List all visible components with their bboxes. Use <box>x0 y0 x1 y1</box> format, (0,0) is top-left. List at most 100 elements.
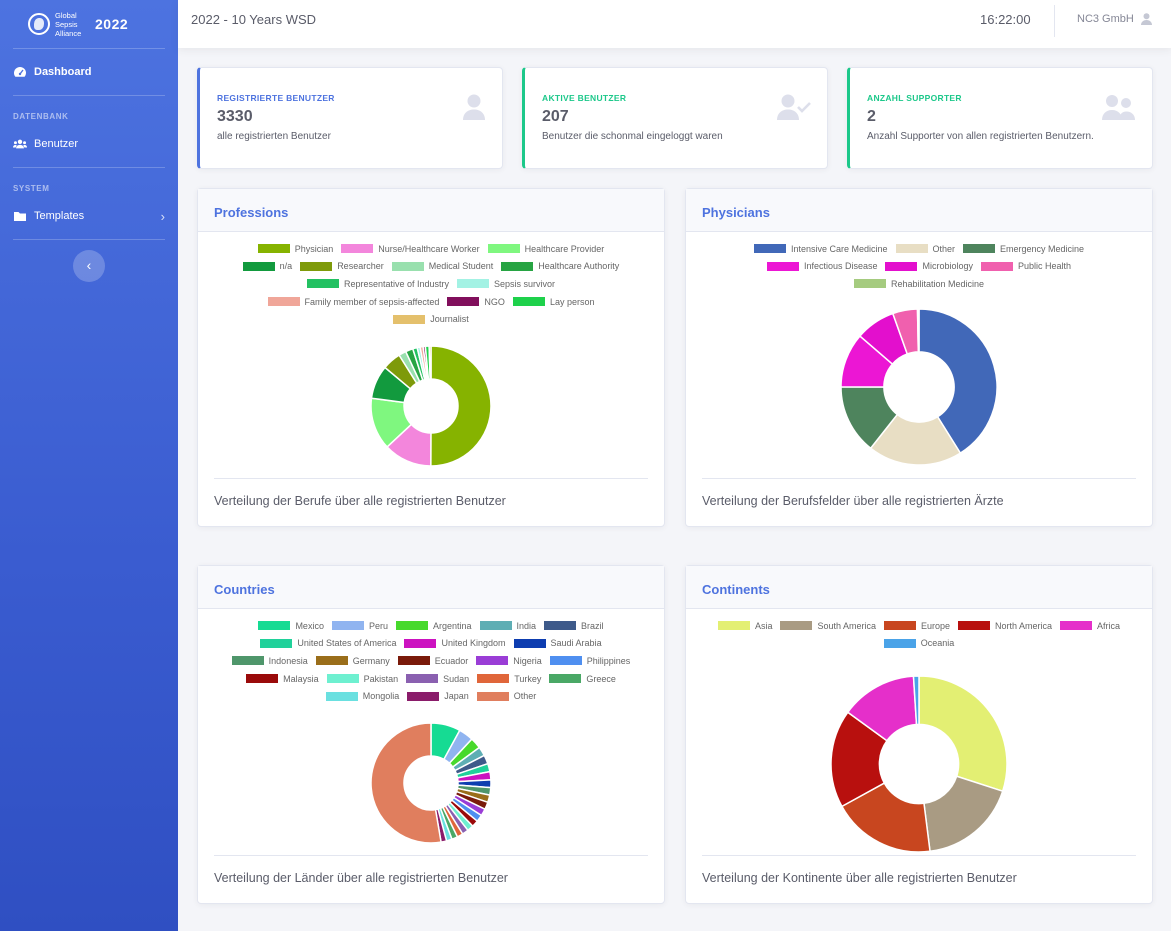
stat-card-registered-users: REGISTRIERTE BENUTZER 3330 alle registri… <box>197 67 503 169</box>
stat-card-active-users: AKTIVE BENUTZER 207 Benutzer die schonma… <box>522 67 828 169</box>
card-title: Physicians <box>702 205 770 220</box>
legend-item[interactable]: Healthcare Provider <box>487 244 604 254</box>
legend-item[interactable]: Germany <box>315 656 390 666</box>
legend-row: Malaysia Pakistan Sudan Turkey Greece <box>198 670 664 688</box>
topbar: 2022 - 10 Years WSD 16:22:00 NC3 GmbH <box>178 0 1171 48</box>
donut-slice[interactable] <box>430 345 492 467</box>
sidebar-item-benutzer[interactable]: Benutzer <box>0 121 178 167</box>
legend-item[interactable]: Sepsis survivor <box>457 279 555 289</box>
legend-swatch <box>512 297 545 307</box>
user-check-icon <box>777 94 811 120</box>
legend-label: India <box>516 620 537 631</box>
sidebar-divider <box>13 95 165 96</box>
sidebar-item-dashboard[interactable]: Dashboard <box>0 49 178 95</box>
chart-legend: Physician Nurse/Healthcare Worker Healthca… <box>198 240 664 328</box>
legend-swatch <box>766 261 799 271</box>
legend-item[interactable]: Mongolia <box>325 691 399 701</box>
legend-item[interactable]: Asia <box>717 621 772 631</box>
brand[interactable]: Global Sepsis Alliance 2022 <box>0 0 178 48</box>
legend-item[interactable]: Europe <box>883 621 950 631</box>
legend-item[interactable]: Representative of Industry <box>306 278 450 289</box>
legend-item[interactable]: Argentina <box>395 621 472 631</box>
legend-item[interactable]: Nurse/Healthcare Worker <box>341 244 480 254</box>
legend-label: Other <box>932 243 956 254</box>
card-header: Countries <box>198 566 664 609</box>
card-caption: Verteilung der Berufe über alle registri… <box>214 494 506 508</box>
legend-item[interactable]: Physician <box>257 244 333 254</box>
legend-item[interactable]: India <box>479 620 537 631</box>
legend-swatch <box>300 261 333 271</box>
legend-item[interactable]: Oceania <box>883 638 955 649</box>
sidebar: Global Sepsis Alliance 2022 Dashboard DA… <box>0 0 178 931</box>
legend-label: Peru <box>368 620 388 631</box>
legend-label: n/a <box>279 261 293 272</box>
donut-slice[interactable] <box>923 775 1004 853</box>
legend-item[interactable]: Mexico <box>258 621 324 631</box>
legend-item[interactable]: Rehabilitation Medicine <box>853 279 984 289</box>
legend-label: Pakistan <box>363 673 399 684</box>
legend-item[interactable]: Japan <box>407 691 469 701</box>
legend-item[interactable]: Intensive Care Medicine <box>753 243 888 254</box>
card-caption: Verteilung der Berufsfelder über alle re… <box>702 494 1004 508</box>
legend-item[interactable]: Infectious Disease <box>766 261 877 271</box>
legend-label: Malaysia <box>283 673 319 684</box>
legend-item[interactable]: n/a <box>242 261 293 272</box>
sidebar-item-templates[interactable]: Templates › <box>0 193 178 239</box>
sidebar-divider <box>13 239 165 240</box>
legend-swatch <box>477 674 510 684</box>
legend-item[interactable]: Nigeria <box>476 656 542 666</box>
legend-label: Lay person <box>549 296 595 307</box>
legend-item[interactable]: Medical Student <box>391 261 493 271</box>
legend-item[interactable]: Peru <box>331 620 388 631</box>
legend-label: Intensive Care Medicine <box>790 243 888 254</box>
donut-slice[interactable] <box>428 345 432 380</box>
legend-item[interactable]: NGO <box>447 297 505 307</box>
legend-item[interactable]: Greece <box>549 674 616 684</box>
legend-row: Oceania <box>686 635 1152 653</box>
stat-label: REGISTRIERTE BENUTZER <box>217 93 335 103</box>
sidebar-toggle-button[interactable]: ‹ <box>73 250 105 282</box>
legend-item[interactable]: Indonesia <box>231 656 308 666</box>
legend-item[interactable]: South America <box>780 621 876 631</box>
donut-slice[interactable] <box>916 308 920 353</box>
legend-label: Representative of Industry <box>343 278 450 289</box>
legend-item[interactable]: Other <box>895 243 956 254</box>
legend-item[interactable]: Journalist <box>393 314 469 324</box>
legend-label: Oceania <box>920 638 955 649</box>
donut-slice[interactable] <box>912 675 920 726</box>
legend-item[interactable]: Lay person <box>512 296 595 307</box>
donut-slice[interactable] <box>370 722 442 844</box>
legend-item[interactable]: Sudan <box>406 674 469 684</box>
legend-item[interactable]: Healthcare Authority <box>501 261 619 271</box>
legend-item[interactable]: Ecuador <box>397 656 468 666</box>
legend-label: Greece <box>586 673 616 684</box>
user-menu[interactable]: NC3 GmbH <box>1077 13 1153 25</box>
legend-item[interactable]: Public Health <box>981 261 1071 271</box>
legend-item[interactable]: Philippines <box>549 656 630 666</box>
donut-slice[interactable] <box>918 675 1008 793</box>
chart-area: Physician Nurse/Healthcare Worker Healthca… <box>198 232 664 526</box>
card-title: Professions <box>214 205 289 220</box>
legend-item[interactable]: Other <box>476 691 536 701</box>
chart-area: Asia South America Europe North America Afri… <box>686 609 1152 903</box>
legend-item[interactable]: Microbiology <box>885 261 973 271</box>
folder-icon <box>14 212 26 221</box>
legend-item[interactable]: Saudi Arabia <box>513 638 602 648</box>
legend-row: Family member of sepsis-affected NGO Lay p… <box>198 293 664 311</box>
legend-item[interactable]: Researcher <box>300 261 384 271</box>
legend-item[interactable]: Emergency Medicine <box>963 244 1084 254</box>
donut-slice[interactable] <box>869 413 962 466</box>
legend-item[interactable]: Family member of sepsis-affected <box>267 297 439 307</box>
legend-row: Intensive Care Medicine Other Emergency Me… <box>686 240 1152 258</box>
legend-item[interactable]: Pakistan <box>326 673 399 684</box>
brand-line-2: Sepsis <box>55 19 78 29</box>
legend-item[interactable]: United States of America <box>260 638 396 648</box>
legend-item[interactable]: Brazil <box>544 621 604 631</box>
legend-item[interactable]: Turkey <box>477 674 541 684</box>
legend-item[interactable]: North America <box>958 621 1052 631</box>
legend-item[interactable]: United Kingdom <box>404 638 506 648</box>
legend-swatch <box>958 621 991 631</box>
legend-item[interactable]: Africa <box>1060 621 1120 631</box>
legend-label: Nigeria <box>513 655 542 666</box>
legend-item[interactable]: Malaysia <box>246 674 319 684</box>
